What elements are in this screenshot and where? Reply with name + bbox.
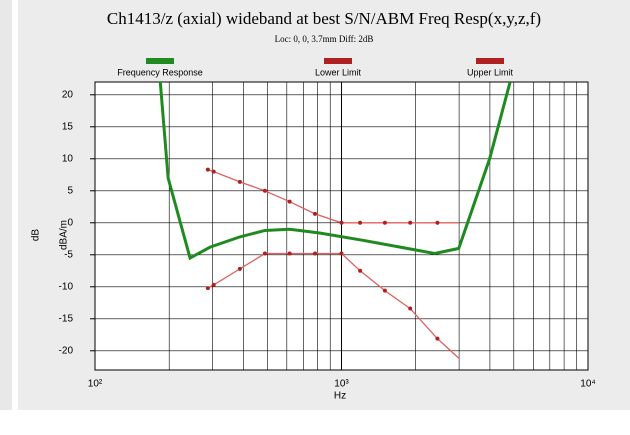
series-point bbox=[339, 251, 344, 256]
series-line bbox=[207, 169, 460, 224]
series-point bbox=[237, 179, 242, 184]
series-point bbox=[382, 288, 387, 293]
x-tick-label: 10² bbox=[88, 379, 103, 390]
series-point bbox=[287, 251, 292, 256]
legend-swatch bbox=[324, 58, 352, 64]
series-point bbox=[287, 199, 292, 204]
legend-label: Upper Limit bbox=[467, 67, 514, 77]
y-tick-label: -10 bbox=[59, 281, 74, 292]
series-point bbox=[205, 286, 210, 291]
y-tick-label: 0 bbox=[67, 217, 73, 228]
series-point bbox=[211, 169, 216, 174]
series-point bbox=[262, 251, 267, 256]
series-point bbox=[435, 336, 440, 341]
y-tick-label: 15 bbox=[62, 121, 74, 132]
y-tick-label: 20 bbox=[62, 89, 74, 100]
left-strip bbox=[0, 0, 12, 410]
series-point bbox=[313, 211, 318, 216]
series-point bbox=[408, 306, 413, 311]
series-point bbox=[408, 220, 413, 225]
series-point bbox=[313, 251, 318, 256]
y-tick-label: -20 bbox=[59, 345, 74, 356]
series-point bbox=[237, 266, 242, 271]
series-point bbox=[205, 167, 210, 172]
series-point bbox=[358, 220, 363, 225]
x-tick-label: 10³ bbox=[334, 379, 349, 390]
series-point bbox=[382, 220, 387, 225]
chart-subtitle: Loc: 0, 0, 3.7mm Diff: 2dB bbox=[275, 34, 374, 44]
x-tick-label: 10⁴ bbox=[580, 379, 595, 390]
series-point bbox=[358, 268, 363, 273]
legend-label: Frequency Response bbox=[117, 67, 203, 77]
legend-label: Lower Limit bbox=[315, 67, 362, 77]
legend-swatch bbox=[146, 58, 174, 64]
x-axis-label: Hz bbox=[334, 391, 346, 402]
y-axis-label-2: dBA/m bbox=[59, 220, 70, 250]
y-tick-label: 10 bbox=[62, 153, 74, 164]
series-line bbox=[207, 252, 460, 359]
series-point bbox=[435, 220, 440, 225]
series-point bbox=[262, 188, 267, 193]
y-axis-label: dB bbox=[31, 229, 42, 242]
chart-title: Ch1413/z (axial) wideband at best S/N/AB… bbox=[107, 9, 541, 28]
y-tick-label: 5 bbox=[67, 185, 73, 196]
legend-swatch bbox=[476, 58, 504, 64]
y-tick-label: -15 bbox=[59, 313, 74, 324]
series-point bbox=[211, 282, 216, 287]
y-tick-label: -5 bbox=[64, 249, 73, 260]
series-point bbox=[339, 220, 344, 225]
